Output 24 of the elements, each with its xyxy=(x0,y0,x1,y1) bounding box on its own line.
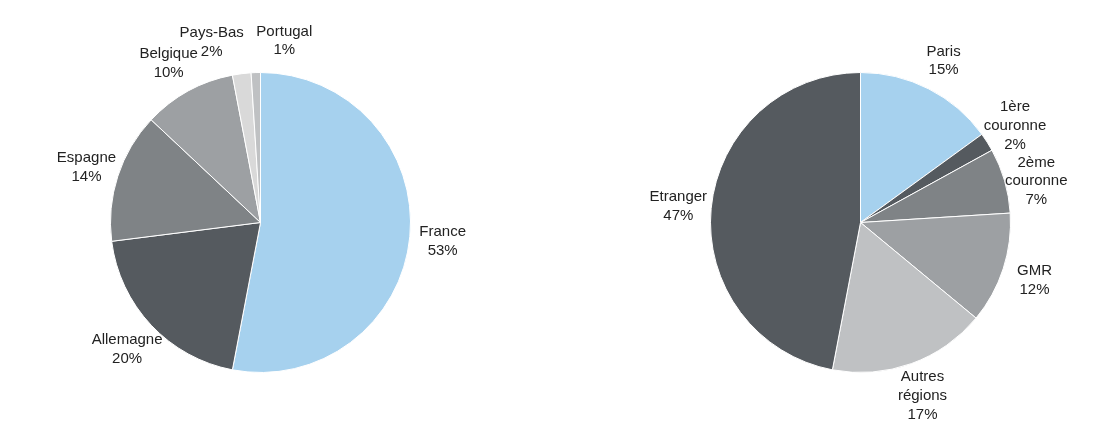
data-label: 2% xyxy=(1004,134,1026,152)
slice-label: GMR xyxy=(1017,261,1053,279)
slice-label: Paris xyxy=(926,41,961,59)
data-label: 1% xyxy=(273,40,296,58)
slice-label: Portugal xyxy=(256,21,313,39)
data-label: 10% xyxy=(153,62,184,80)
data-label: 12% xyxy=(1019,279,1050,297)
slice-label: Allemagne xyxy=(91,329,163,347)
data-label: 14% xyxy=(71,166,102,184)
slice-label: France xyxy=(419,221,467,239)
data-label: 53% xyxy=(427,240,458,258)
slice-label: Belgique xyxy=(139,44,198,62)
slice-label: 2ème couronne xyxy=(1004,152,1068,189)
slice-label: 1ère couronne xyxy=(983,97,1047,133)
slice-label: Autres régions xyxy=(897,367,948,404)
data-label: 47% xyxy=(663,206,694,224)
data-label: 2% xyxy=(200,41,223,59)
data-label: 7% xyxy=(1025,190,1048,208)
data-label: 15% xyxy=(928,60,959,78)
slice-label: Espagne xyxy=(56,148,117,166)
slice-label: Etranger xyxy=(649,187,708,205)
slice-label: Pays-Bas xyxy=(179,23,244,41)
data-label: 17% xyxy=(907,404,938,422)
data-label: 20% xyxy=(112,348,143,366)
